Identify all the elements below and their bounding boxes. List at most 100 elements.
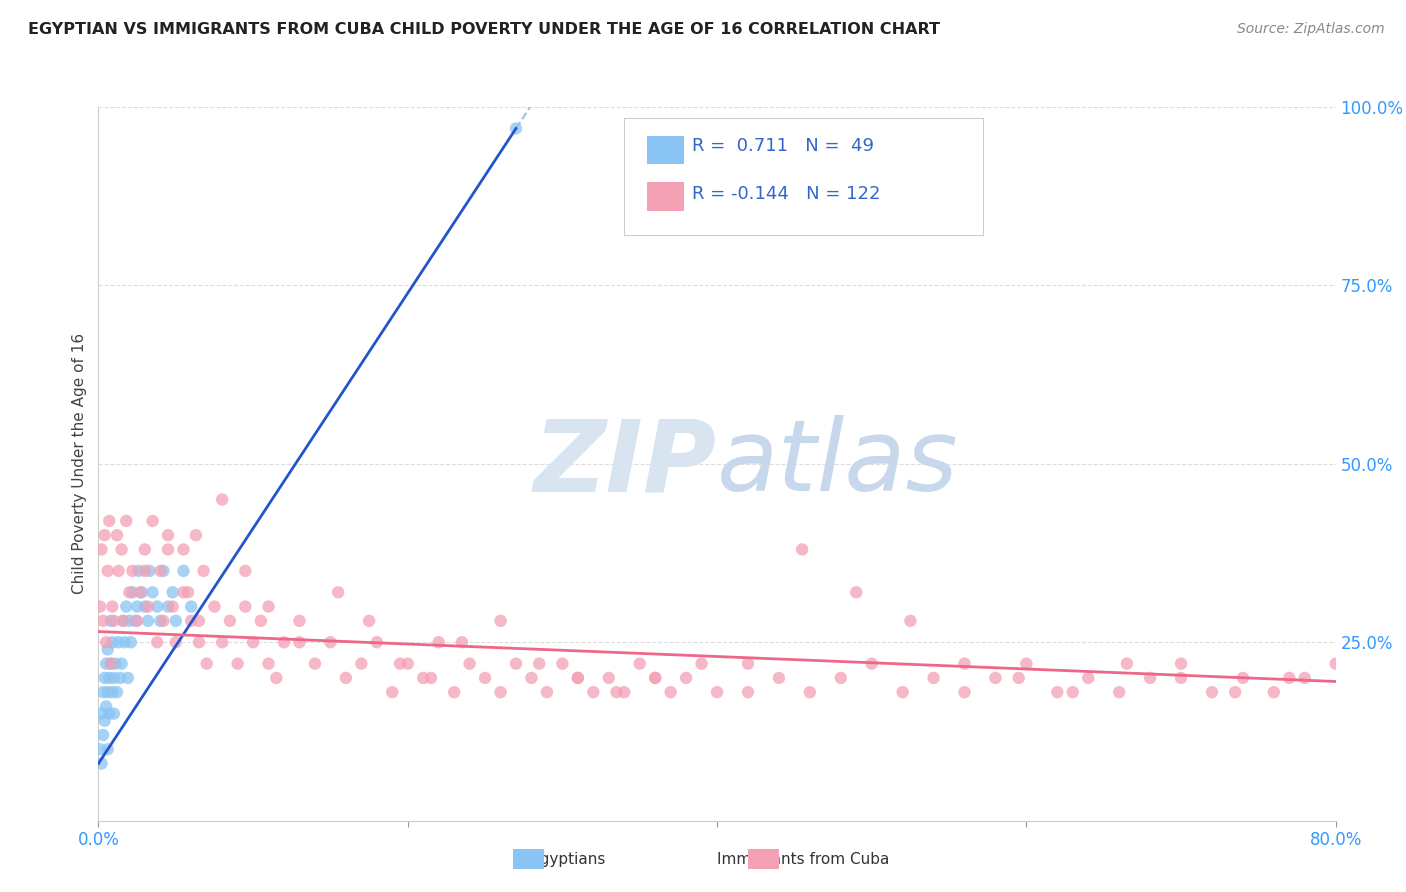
- Point: [489, 685, 512, 699]
- Point: [984, 671, 1007, 685]
- Point: [96, 635, 118, 649]
- Point: [112, 614, 135, 628]
- Point: [799, 685, 821, 699]
- Point: [567, 671, 589, 685]
- Point: [1062, 685, 1084, 699]
- Point: [388, 657, 412, 671]
- Point: [162, 585, 184, 599]
- Point: [204, 599, 226, 614]
- Point: [598, 671, 620, 685]
- Point: [1263, 685, 1285, 699]
- Text: atlas: atlas: [717, 416, 959, 512]
- Point: [117, 671, 139, 685]
- Point: [845, 585, 868, 599]
- Point: [412, 671, 434, 685]
- Point: [93, 528, 115, 542]
- Point: [152, 614, 174, 628]
- FancyBboxPatch shape: [624, 118, 983, 235]
- Point: [103, 706, 125, 721]
- Point: [1007, 671, 1029, 685]
- Point: [180, 614, 202, 628]
- Point: [489, 614, 512, 628]
- Point: [177, 585, 200, 599]
- Point: [172, 564, 194, 578]
- Point: [165, 614, 187, 628]
- Point: [162, 599, 184, 614]
- Point: [366, 635, 388, 649]
- Point: [1170, 671, 1192, 685]
- Point: [737, 657, 759, 671]
- Point: [790, 542, 813, 557]
- Point: [129, 585, 152, 599]
- Point: [101, 685, 124, 699]
- Point: [104, 657, 127, 671]
- Point: [690, 657, 713, 671]
- Point: [134, 599, 156, 614]
- Point: [136, 614, 159, 628]
- Point: [114, 635, 136, 649]
- Point: [97, 564, 120, 578]
- Point: [427, 635, 450, 649]
- Point: [706, 685, 728, 699]
- Point: [304, 657, 326, 671]
- Point: [1278, 671, 1301, 685]
- Point: [100, 657, 122, 671]
- Text: R = -0.144   N = 122: R = -0.144 N = 122: [692, 186, 880, 203]
- Point: [96, 699, 118, 714]
- Point: [157, 528, 180, 542]
- Point: [118, 585, 141, 599]
- Point: [233, 564, 257, 578]
- Point: [180, 599, 202, 614]
- Point: [505, 657, 527, 671]
- Point: [115, 599, 138, 614]
- Point: [134, 564, 156, 578]
- Point: [195, 657, 218, 671]
- Point: [112, 614, 135, 628]
- Point: [326, 585, 350, 599]
- Point: [138, 564, 160, 578]
- Point: [1046, 685, 1069, 699]
- Point: [89, 599, 111, 614]
- Point: [288, 614, 311, 628]
- Point: [149, 564, 172, 578]
- Point: [91, 728, 114, 742]
- Point: [108, 671, 131, 685]
- Point: [211, 492, 233, 507]
- Point: [644, 671, 666, 685]
- Point: [257, 599, 280, 614]
- Point: [141, 585, 165, 599]
- Point: [188, 614, 211, 628]
- Point: [91, 614, 114, 628]
- Point: [335, 671, 357, 685]
- Point: [97, 685, 120, 699]
- Point: [115, 514, 138, 528]
- Point: [107, 635, 129, 649]
- Point: [172, 542, 194, 557]
- Point: [675, 671, 697, 685]
- Bar: [647, 136, 683, 164]
- Point: [233, 599, 257, 614]
- Point: [105, 685, 128, 699]
- Point: [891, 685, 914, 699]
- Point: [953, 657, 976, 671]
- Point: [644, 671, 666, 685]
- Point: [121, 585, 143, 599]
- Point: [1294, 671, 1316, 685]
- Point: [357, 614, 380, 628]
- Point: [830, 671, 852, 685]
- Point: [1201, 685, 1223, 699]
- Point: [165, 635, 187, 649]
- Point: [1077, 671, 1099, 685]
- Point: [396, 657, 419, 671]
- Point: [505, 121, 527, 136]
- Point: [111, 542, 132, 557]
- Point: [105, 528, 128, 542]
- Point: [146, 635, 169, 649]
- Point: [131, 585, 153, 599]
- Point: [97, 742, 120, 756]
- Text: Source: ZipAtlas.com: Source: ZipAtlas.com: [1237, 22, 1385, 37]
- Point: [1232, 671, 1254, 685]
- Point: [1170, 657, 1192, 671]
- Point: [551, 657, 574, 671]
- Point: [860, 657, 883, 671]
